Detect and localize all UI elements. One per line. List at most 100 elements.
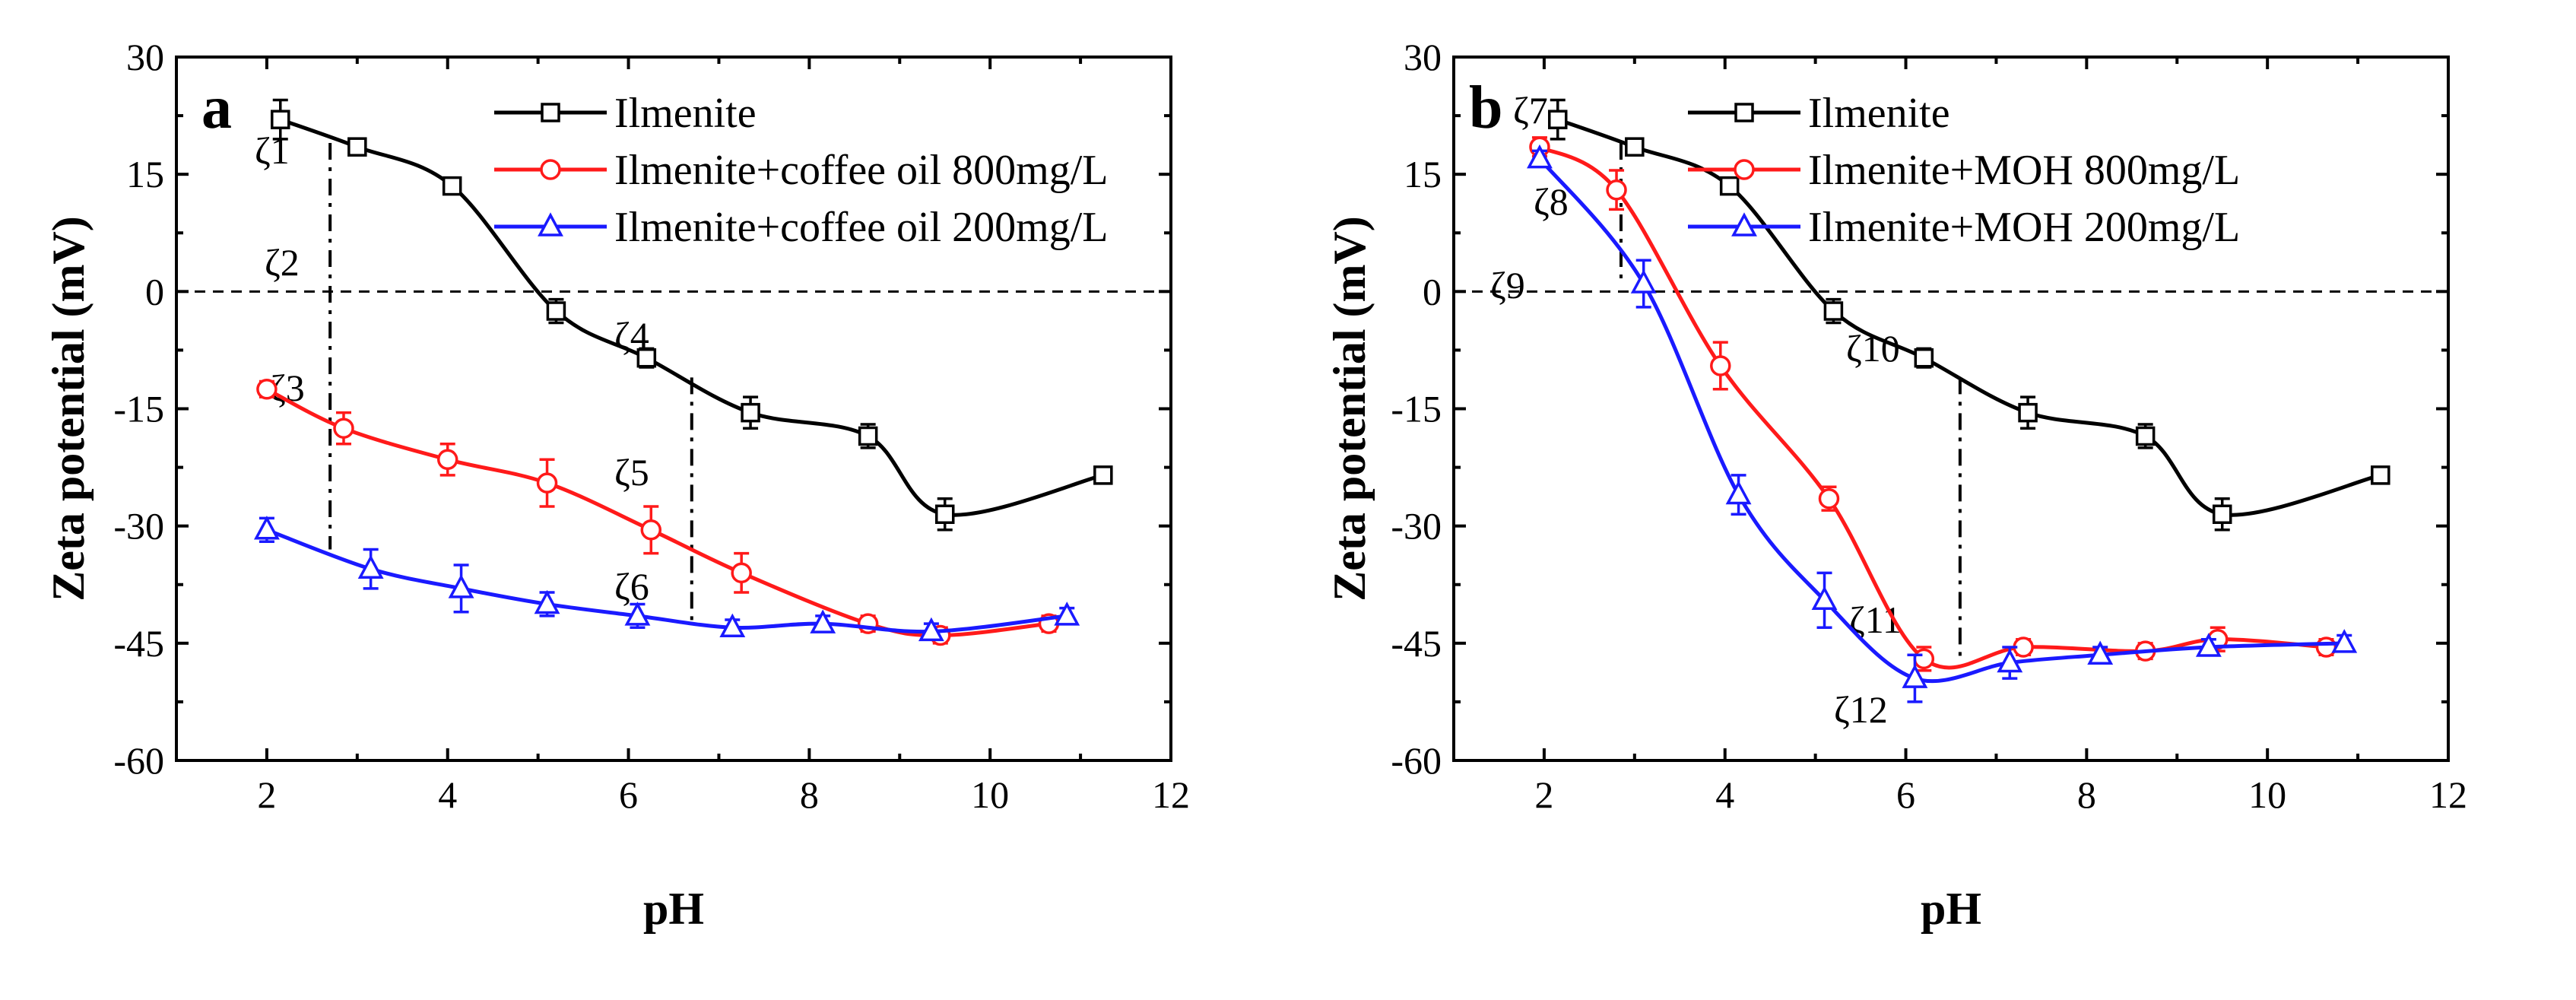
y-tick-label: 0 [1423,270,1442,313]
chart-panel-a: 30 15 0 -15 -30 -45 -60 2 4 6 8 10 12 pH Zeta potentia… [43,36,1190,934]
y-tick-label: -30 [1391,505,1442,548]
series-line [1538,144,2327,670]
legend-marker [538,212,563,237]
series-1 [270,98,1113,532]
data-point [546,301,566,321]
series-line [265,387,1049,638]
y-tick-label: 30 [1404,36,1442,78]
y-tick-label: -30 [113,505,164,548]
series-3 [253,516,1080,642]
data-point [2331,629,2358,653]
data-point [636,348,657,368]
data-point [1547,110,1568,129]
data-point [719,613,746,638]
data-point [934,504,955,524]
legend-marker [1734,159,1755,180]
legend-marker [541,103,560,122]
data-point [1606,179,1627,201]
legend: Ilmenite Ilmenite+MOH 800mg/L Ilmenite+MOH… [1688,90,2240,251]
legend-label: Ilmenite [1808,90,1950,137]
x-tick-label: 2 [1534,773,1553,816]
series-3 [1527,144,2358,703]
x-tick-label: 10 [971,773,1009,816]
data-point [1818,487,1840,510]
legend-label: Ilmenite+coffee oil 800mg/L [614,147,1108,194]
data-point [1093,465,1113,485]
x-tick-label: 6 [619,773,638,816]
y-tick-label: -15 [113,388,164,430]
data-point [640,519,662,541]
y-tick-label: 15 [1404,153,1442,195]
data-point [270,110,290,129]
series-line [1538,157,2345,684]
x-tick-label: 2 [257,773,276,816]
x-axis-title: pH [1921,884,1981,934]
zeta-annotation: ζ2 [265,241,300,284]
data-point [1902,664,1928,688]
data-point [2315,637,2337,658]
data-point [858,426,878,446]
legend-label: Ilmenite [614,90,757,137]
legend-marker [1731,212,1757,237]
data-point [1811,586,1838,611]
data-point [1630,269,1657,294]
panel-label: b [1469,75,1503,141]
x-tick-label: 6 [1896,773,1915,816]
y-tick-label: -45 [113,622,164,665]
y-axis-title: Zeta potential (mV) [1324,216,1375,602]
data-point [2135,426,2156,446]
data-point [2195,633,2222,657]
data-point [347,137,367,157]
data-point [1054,602,1080,626]
data-point [1823,301,1844,321]
data-point [1719,176,1740,196]
zeta-annotation: ζ7 [1513,89,1548,132]
x-axis-title: pH [643,884,704,934]
series-line [1556,117,2381,517]
legend-label: Ilmenite+coffee oil 200mg/L [614,204,1108,251]
panel-label: a [201,75,232,141]
zeta-annotation: ζ6 [614,565,649,608]
series-line [279,117,1104,517]
x-tick-label: 12 [1152,773,1190,816]
data-point [731,562,752,584]
data-point [2371,465,2390,485]
data-point [448,574,474,598]
data-point [256,379,278,400]
y-tick-label: -45 [1391,622,1442,665]
x-tick-label: 8 [800,773,819,816]
data-point [357,554,384,579]
data-point [534,589,560,614]
x-tick-label: 12 [2429,773,2467,816]
data-point [253,516,280,540]
y-tick-label: 0 [145,270,164,313]
data-point [1914,348,1934,368]
x-tick-label: 4 [1715,773,1734,816]
zeta-annotation: ζ12 [1834,688,1888,731]
data-point [741,402,760,423]
data-point [2018,402,2038,423]
series-1 [1547,98,2390,532]
x-tick-label: 8 [2077,773,2096,816]
legend-marker [1734,103,1754,122]
chart-panel-b: 30 15 0 -15 -30 -45 -60 2 4 6 8 10 12 pH Zeta potentia… [1324,36,2467,934]
y-axis-title: Zeta potential (mV) [43,216,94,602]
legend-marker [540,159,561,180]
legend: Ilmenite Ilmenite+coffee oil 800mg/L Ilmen… [494,90,1108,251]
data-point [436,449,458,471]
legend-label: Ilmenite+MOH 800mg/L [1808,147,2240,194]
data-point [442,176,462,196]
y-tick-label: -60 [1391,739,1442,782]
zeta-annotation: ζ1 [255,129,290,172]
data-point [1527,144,1553,169]
y-tick-label: 30 [126,36,164,78]
data-point [624,602,651,626]
zeta-annotation: ζ5 [614,451,649,494]
x-tick-label: 4 [438,773,457,816]
legend-label: Ilmenite+MOH 200mg/L [1808,204,2240,251]
y-tick-label: -60 [113,739,164,782]
zeta-annotation: ζ8 [1534,180,1569,223]
data-point [810,609,836,633]
data-point [1913,648,1935,670]
